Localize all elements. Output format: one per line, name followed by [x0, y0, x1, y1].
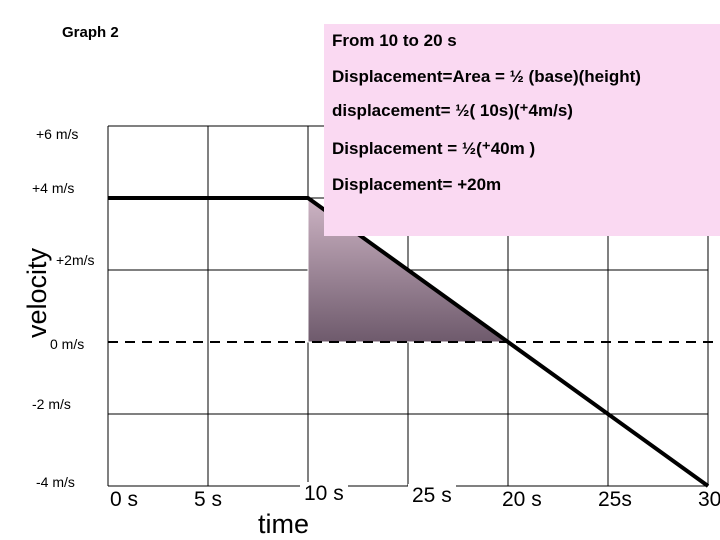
y-axis-label: velocity [22, 247, 52, 338]
x-tick-label: 0 s [106, 488, 143, 512]
y-tick-label: +6 m/s [32, 124, 83, 144]
callout-line-interval: From 10 to 20 s [332, 31, 457, 50]
callout-line-product: Displacement = ½(⁺40m ) [332, 139, 536, 158]
y-tick-label: -2 m/s [28, 394, 75, 414]
graph-title: Graph 2 [62, 24, 119, 41]
x-tick-label: 10 s [300, 482, 348, 506]
x-tick-label: 25 s [408, 484, 456, 508]
y-tick-label: -4 m/s [32, 472, 79, 492]
x-tick-label: 30 [694, 488, 720, 512]
y-tick-label: 0 m/s [46, 334, 89, 354]
x-tick-label: 5 s [190, 488, 227, 512]
callout-line-result: Displacement= +20m [332, 175, 502, 194]
x-axis-label: time [258, 509, 310, 539]
velocity-line [108, 196, 710, 488]
y-tick-label: +4 m/s [28, 178, 79, 198]
x-tick-label: 20 s [498, 488, 546, 512]
callout-line-formula: Displacement=Area = ½ (base)(height) [332, 67, 641, 86]
callout-line-substitution: displacement= ½( 10s)(⁺4m/s) [332, 101, 573, 120]
velocity-series [108, 196, 710, 488]
y-tick-label: +2m/s [52, 250, 99, 270]
x-tick-label: 25s [594, 488, 636, 512]
area-calculation-callout: From 10 to 20 s Displacement=Area = ½ (b… [324, 24, 720, 236]
